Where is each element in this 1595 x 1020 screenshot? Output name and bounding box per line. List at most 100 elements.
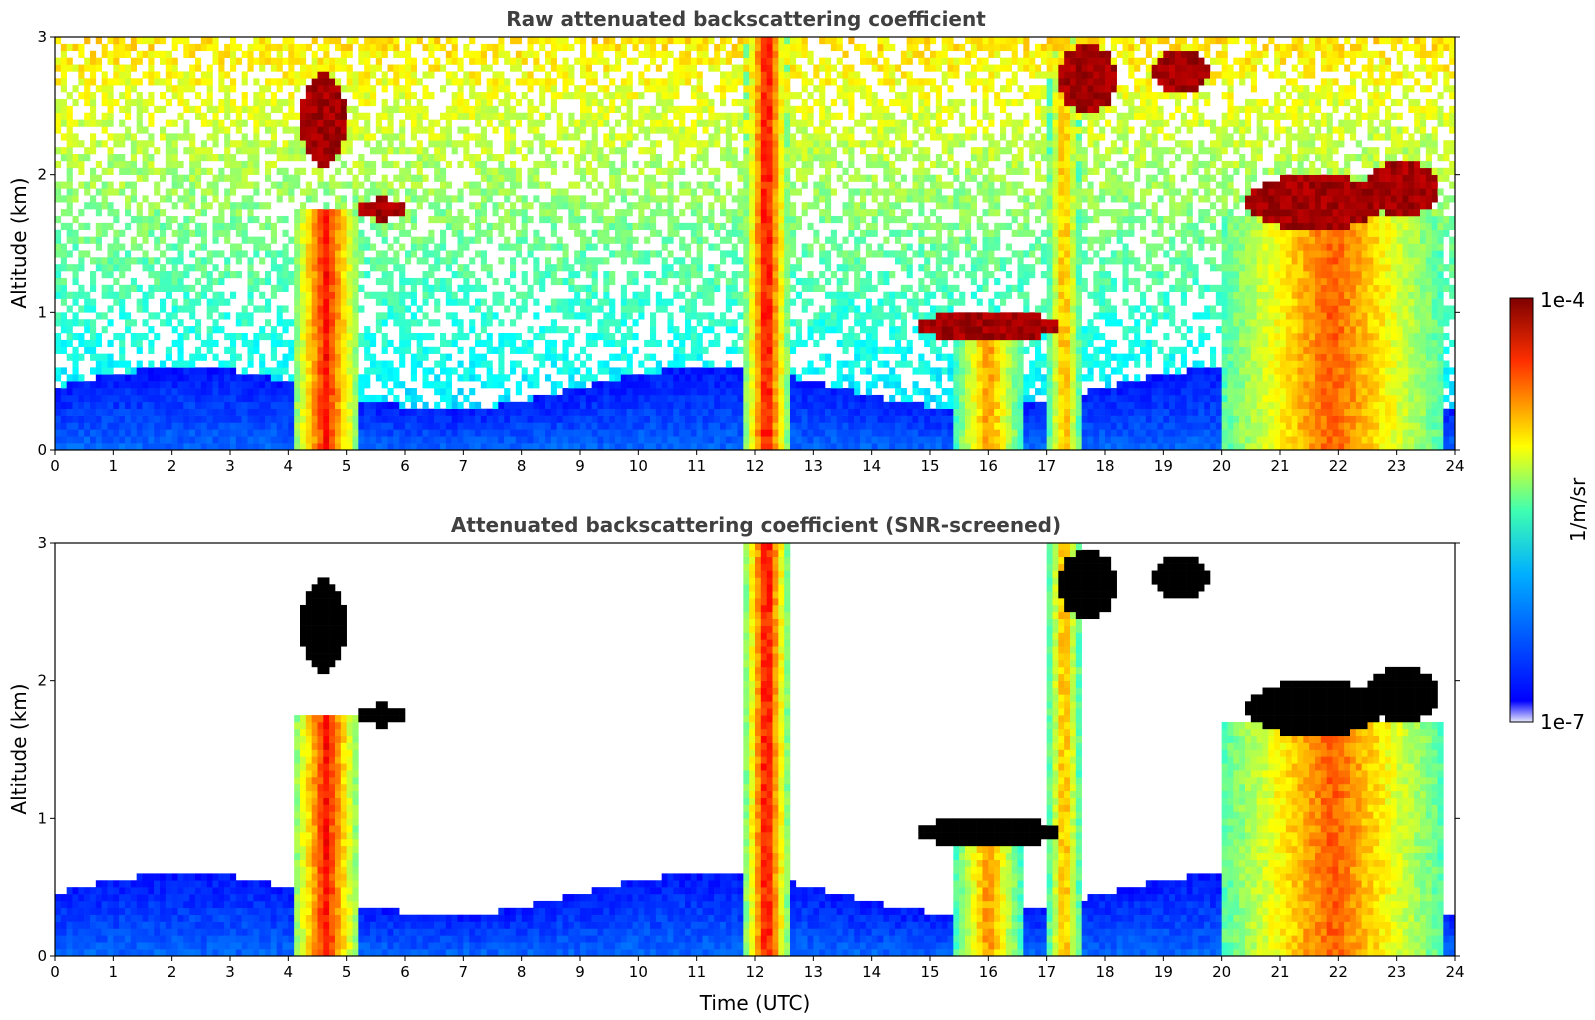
heatmap-cell (177, 222, 184, 231)
heatmap-cell (615, 105, 622, 114)
heatmap-cell (224, 154, 231, 162)
heatmap-cell (387, 37, 394, 45)
heatmap-cell (515, 78, 522, 86)
heatmap-cell (445, 133, 452, 141)
heatmap-cell (469, 284, 476, 292)
heatmap-cell (749, 401, 756, 409)
heatmap-cell (492, 222, 499, 231)
heatmap-cell (603, 133, 610, 141)
heatmap-cell (749, 119, 756, 127)
heatmap-cell (725, 360, 732, 368)
heatmap-cell (66, 188, 73, 196)
heatmap-cell (142, 394, 149, 403)
heatmap-cell (288, 236, 295, 244)
heatmap-cell (60, 346, 67, 354)
heatmap-cell (381, 229, 388, 237)
heatmap-cell (685, 181, 692, 189)
heatmap-cell (119, 167, 126, 175)
heatmap-cell (480, 436, 487, 444)
heatmap-cell (539, 209, 546, 217)
heatmap-cell (224, 388, 231, 396)
heatmap-cell (720, 126, 727, 134)
heatmap-cell (323, 147, 330, 155)
heatmap-cell (405, 229, 412, 237)
heatmap-cell (346, 209, 353, 217)
heatmap-cell (206, 408, 213, 416)
heatmap-cell (416, 429, 423, 437)
heatmap-cell (154, 408, 161, 416)
heatmap-cell (90, 339, 97, 348)
heatmap-cell (492, 436, 499, 444)
heatmap-cell (416, 98, 423, 107)
heatmap-cell (276, 381, 283, 389)
heatmap-cell (527, 422, 534, 430)
heatmap-cell (142, 264, 149, 272)
heatmap-cell (469, 271, 476, 279)
heatmap-cell (206, 415, 213, 423)
heatmap-cell (387, 112, 394, 120)
heatmap-cell (265, 277, 272, 286)
heatmap-cell (428, 284, 435, 292)
heatmap-cell (230, 174, 237, 182)
heatmap-cell (352, 209, 359, 217)
heatmap-cell (533, 394, 540, 403)
heatmap-cell (533, 415, 540, 423)
heatmap-cell (743, 98, 750, 107)
heatmap-cell (492, 154, 499, 162)
heatmap-cell (340, 326, 347, 334)
heatmap-cell (119, 264, 126, 272)
heatmap-cell (142, 126, 149, 134)
heatmap-cell (66, 202, 73, 210)
heatmap-cell (451, 112, 458, 120)
heatmap-cell (294, 422, 301, 430)
heatmap-cell (731, 381, 738, 389)
heatmap-cell (673, 284, 680, 292)
heatmap-cell (457, 209, 464, 217)
heatmap-cell (620, 339, 627, 348)
heatmap-cell (469, 188, 476, 196)
heatmap-cell (632, 43, 639, 52)
heatmap-cell (737, 126, 744, 134)
heatmap-cell (66, 64, 73, 72)
heatmap-cell (189, 367, 196, 375)
heatmap-cell (253, 105, 260, 114)
heatmap-cell (731, 43, 738, 52)
heatmap-cell (469, 401, 476, 409)
heatmap-cell (591, 305, 598, 313)
heatmap-cell (673, 85, 680, 93)
heatmap-cell (469, 160, 476, 169)
heatmap-cell (165, 394, 172, 403)
heatmap-cell (317, 319, 324, 327)
heatmap-cell (259, 332, 266, 341)
heatmap-cell (766, 415, 773, 423)
heatmap-cell (410, 37, 417, 45)
heatmap-cell (113, 57, 120, 65)
heatmap-cell (387, 436, 394, 444)
heatmap-cell (416, 353, 423, 361)
heatmap-cell (387, 298, 394, 306)
heatmap-cell (119, 271, 126, 279)
heatmap-cell (101, 381, 108, 389)
heatmap-cell (562, 78, 569, 86)
heatmap-cell (55, 105, 62, 114)
heatmap-cell (393, 312, 400, 320)
heatmap-cell (743, 346, 750, 354)
heatmap-cell (609, 332, 616, 341)
heatmap-cell (638, 78, 645, 86)
heatmap-cell (206, 37, 213, 45)
heatmap-cell (457, 57, 464, 65)
heatmap-cell (125, 92, 132, 100)
heatmap-cell (568, 443, 575, 451)
heatmap-cell (358, 98, 365, 107)
heatmap-cell (305, 112, 312, 120)
heatmap-cell (550, 346, 557, 354)
heatmap-cell (463, 181, 470, 189)
heatmap-cell (626, 332, 633, 341)
heatmap-cell (224, 188, 231, 196)
heatmap-cell (119, 243, 126, 251)
heatmap-cell (148, 57, 155, 65)
heatmap-cell (95, 174, 102, 182)
heatmap-cell (574, 57, 581, 65)
heatmap-cell (224, 394, 231, 403)
heatmap-cell (574, 92, 581, 100)
